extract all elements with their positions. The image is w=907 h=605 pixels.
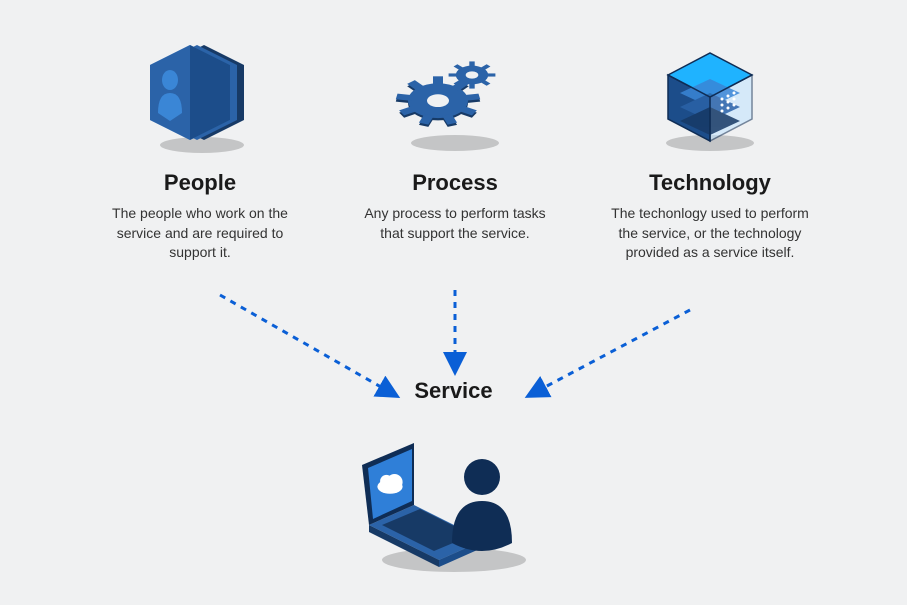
node-technology: Technology The techonlogy used to perfor…: [600, 30, 820, 263]
process-title: Process: [345, 170, 565, 196]
cube-icon: [600, 30, 820, 160]
people-desc: The people who work on the service and a…: [90, 204, 310, 263]
technology-desc: The techonlogy used to perform the servi…: [600, 204, 820, 263]
gears-icon: [345, 30, 565, 160]
node-people: People The people who work on the servic…: [90, 30, 310, 263]
people-card-icon: [90, 30, 310, 160]
laptop-user-icon: [354, 415, 554, 575]
service-title: Service: [0, 378, 907, 404]
node-process: Process Any process to perform tasks tha…: [345, 30, 565, 243]
technology-title: Technology: [600, 170, 820, 196]
process-desc: Any process to perform tasks that suppor…: [345, 204, 565, 243]
people-title: People: [90, 170, 310, 196]
